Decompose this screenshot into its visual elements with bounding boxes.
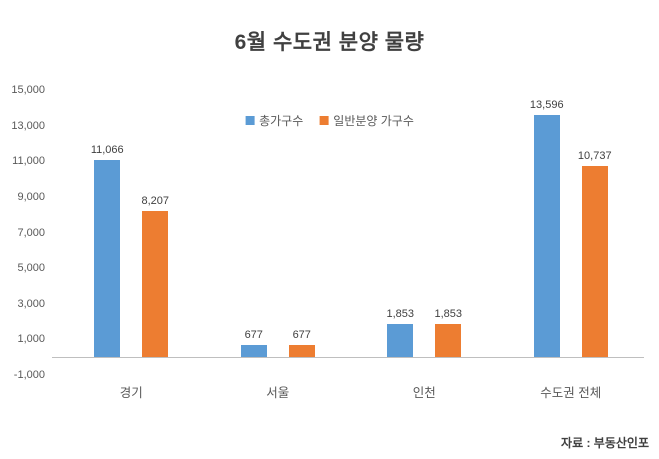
legend-swatch-blue-icon: [245, 116, 255, 125]
plot-area: 11,066 8,207 경기 677 677 서울 1,853 1,853 인천 13,596 1…: [52, 90, 644, 400]
legend-item-general: 일반분양 가구수: [319, 112, 414, 129]
x-category-label: 경기: [119, 386, 143, 400]
legend: 총가구수 일반분양 가구수: [245, 112, 414, 129]
y-tick-label: 1,000: [17, 333, 45, 346]
bar-value-label: 677: [244, 329, 263, 342]
bar-total-3: [533, 115, 560, 358]
y-axis: 15,000 13,000 11,000 9,000 7,000 5,000 3,000 1,…: [0, 84, 50, 381]
x-category-label: 인천: [412, 386, 436, 400]
bar-general-1: [288, 345, 315, 358]
bar-value-label: 8,207: [141, 195, 170, 207]
y-tick-label: 5,000: [17, 262, 45, 275]
y-tick-label: 7,000: [17, 226, 45, 239]
bar-value-label: 677: [292, 329, 311, 342]
x-category-label: 수도권 전체: [540, 386, 602, 400]
bar-total-2: [387, 324, 414, 358]
x-axis-line: [52, 357, 644, 359]
bar-general-2: [435, 324, 462, 358]
bar-value-label: 11,066: [90, 144, 124, 157]
bar-general-0: [142, 211, 169, 358]
y-tick-label: -1,000: [13, 369, 45, 381]
bar-value-label: 13,596: [529, 99, 564, 111]
legend-swatch-orange-icon: [319, 116, 329, 125]
y-tick-label: 13,000: [11, 119, 45, 132]
bar-total-1: [240, 345, 267, 358]
y-tick-label: 15,000: [11, 84, 45, 96]
y-tick-label: 9,000: [17, 190, 45, 203]
y-tick-label: 11,000: [12, 155, 45, 168]
bar-value-label: 1,853: [434, 308, 463, 321]
bar-value-label: 1,853: [386, 308, 415, 321]
y-tick-label: 3,000: [17, 297, 45, 310]
chart-title: 6월 수도권 분양 물량: [234, 31, 425, 54]
legend-label-general: 일반분양 가구수: [333, 114, 414, 128]
legend-item-total: 총가구수: [245, 112, 303, 129]
x-category-label: 서울: [266, 386, 290, 400]
bar-value-label: 10,737: [577, 149, 612, 162]
legend-label-total: 총가구수: [259, 114, 304, 128]
source-credit: 자료 : 부동산인포: [561, 436, 649, 450]
bar-total-0: [94, 160, 121, 358]
bar-general-3: [581, 165, 608, 358]
